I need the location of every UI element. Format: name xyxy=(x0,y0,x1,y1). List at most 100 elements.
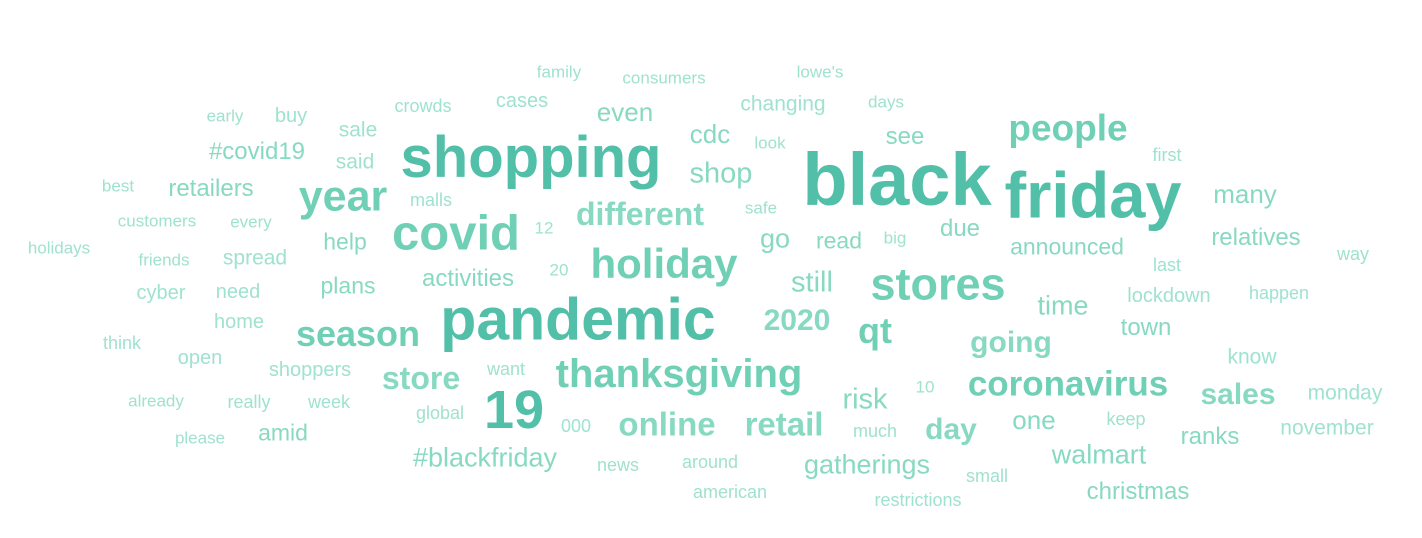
word-risk: risk xyxy=(842,383,888,416)
word-shopping: shopping xyxy=(400,125,662,190)
word-qt: qt xyxy=(858,310,892,351)
word-safe: safe xyxy=(744,198,778,218)
word-12: 12 xyxy=(534,218,554,238)
word-retail: retail xyxy=(744,405,824,443)
word-still: still xyxy=(791,266,833,299)
word-every: every xyxy=(230,212,272,232)
word-19: 19 xyxy=(483,380,545,440)
word-open: open xyxy=(177,347,223,369)
word-look: look xyxy=(754,133,786,153)
word-please: please xyxy=(174,428,226,448)
word-last: last xyxy=(1152,255,1182,275)
word-hashtag-blackfriday: #blackfriday xyxy=(412,442,558,473)
word-one: one xyxy=(1012,405,1056,435)
word-home: home xyxy=(213,311,265,333)
word-holidays: holidays xyxy=(27,238,91,258)
word-many: many xyxy=(1213,179,1277,209)
word-gatherings: gatherings xyxy=(803,449,931,480)
word-pandemic: pandemic xyxy=(440,286,716,353)
word-friends: friends xyxy=(138,250,190,270)
word-happen: happen xyxy=(1248,283,1310,303)
word-relatives: relatives xyxy=(1211,224,1301,251)
word-20: 20 xyxy=(549,260,569,280)
word-customers: customers xyxy=(117,211,197,231)
word-know: know xyxy=(1227,345,1277,369)
word-big: big xyxy=(883,228,907,248)
word-days: days xyxy=(868,92,904,112)
word-go: go xyxy=(759,223,791,254)
word-walmart: walmart xyxy=(1051,439,1147,470)
word-shop: shop xyxy=(689,157,753,190)
word-really: really xyxy=(227,392,271,412)
word-think: think xyxy=(102,333,142,353)
word-early: early xyxy=(206,106,244,126)
word-lockdown: lockdown xyxy=(1127,285,1211,307)
word-week: week xyxy=(307,392,351,412)
word-small: small xyxy=(965,466,1009,486)
word-coronavirus: coronavirus xyxy=(967,364,1169,404)
word-ranks: ranks xyxy=(1180,423,1240,450)
word-2020: 2020 xyxy=(763,304,831,337)
word-around: around xyxy=(681,452,739,472)
word-town: town xyxy=(1120,314,1172,341)
word-best: best xyxy=(101,176,135,196)
word-want: want xyxy=(486,359,526,379)
word-christmas: christmas xyxy=(1086,478,1190,505)
word-going: going xyxy=(970,326,1052,359)
word-covid: covid xyxy=(392,206,520,261)
word-news: news xyxy=(596,455,640,475)
word-family: family xyxy=(536,62,582,82)
word-already: already xyxy=(128,391,184,411)
word-said: said xyxy=(335,150,375,174)
word-lowes: lowe's xyxy=(796,62,844,82)
word-way: way xyxy=(1336,244,1370,264)
word-shoppers: shoppers xyxy=(268,359,352,381)
word-cdc: cdc xyxy=(689,119,731,149)
word-global: global xyxy=(415,403,465,423)
word-help: help xyxy=(323,228,367,255)
word-american: american xyxy=(692,482,768,502)
word-see: see xyxy=(885,123,925,150)
word-read: read xyxy=(815,227,863,254)
word-day: day xyxy=(925,413,977,446)
word-different: different xyxy=(576,196,704,232)
word-plans: plans xyxy=(320,272,376,299)
word-due: due xyxy=(939,215,981,242)
word-cases: cases xyxy=(495,90,549,112)
word-hashtag-covid19: #covid19 xyxy=(208,138,306,165)
word-keep: keep xyxy=(1106,409,1146,429)
word-monday: monday xyxy=(1307,381,1383,405)
word-even: even xyxy=(596,97,654,127)
word-holiday: holiday xyxy=(590,240,738,287)
word-consumers: consumers xyxy=(622,68,706,88)
word-malls: malls xyxy=(409,190,453,210)
word-10: 10 xyxy=(915,377,935,397)
word-time: time xyxy=(1037,290,1089,321)
word-online: online xyxy=(618,405,716,443)
word-season: season xyxy=(295,313,421,354)
word-000: 000 xyxy=(560,416,592,436)
word-sale: sale xyxy=(338,118,378,142)
word-much: much xyxy=(852,421,898,441)
word-year: year xyxy=(298,172,388,221)
word-spread: spread xyxy=(222,246,288,270)
word-changing: changing xyxy=(740,92,826,116)
word-people: people xyxy=(1008,107,1128,149)
word-thanksgiving: thanksgiving xyxy=(555,352,803,396)
word-sales: sales xyxy=(1200,378,1276,411)
word-retailers: retailers xyxy=(168,175,254,202)
word-restrictions: restrictions xyxy=(874,490,962,510)
word-first: first xyxy=(1152,145,1182,165)
word-stores: stores xyxy=(870,258,1006,310)
word-black: black xyxy=(802,138,992,221)
word-store: store xyxy=(381,360,461,396)
word-crowds: crowds xyxy=(394,96,452,116)
word-amid: amid xyxy=(258,419,308,446)
word-activities: activities xyxy=(421,265,515,292)
word-cyber: cyber xyxy=(136,282,186,304)
word-november: november xyxy=(1280,416,1374,440)
word-need: need xyxy=(215,281,261,303)
word-buy: buy xyxy=(274,105,308,127)
word-announced: announced xyxy=(1010,233,1124,260)
